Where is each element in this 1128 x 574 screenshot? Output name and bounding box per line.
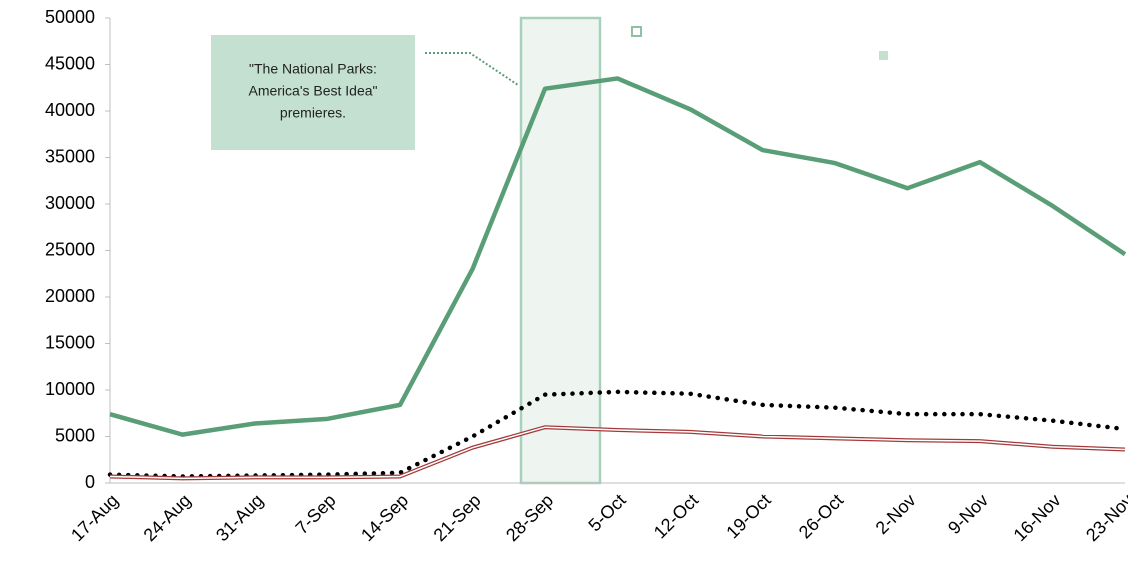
- x-tick-label: 14-Sep: [357, 490, 412, 545]
- y-tick-label: 5000: [55, 425, 95, 445]
- x-tick-label: 31-Aug: [212, 490, 267, 545]
- y-tick-label: 30000: [45, 193, 95, 213]
- y-tick-label: 20000: [45, 286, 95, 306]
- y-tick-label: 10000: [45, 379, 95, 399]
- x-tick-label: 28-Sep: [502, 490, 557, 545]
- marker-square: [631, 26, 642, 37]
- x-tick-label: 24-Aug: [139, 490, 194, 545]
- y-tick-label: 0: [85, 472, 95, 492]
- y-tick-label: 50000: [45, 7, 95, 27]
- x-tick-label: 26-Oct: [795, 490, 847, 542]
- x-tick-label: 12-Oct: [650, 490, 702, 542]
- x-tick-label: 9-Nov: [944, 490, 992, 538]
- x-tick-label: 17-Aug: [67, 490, 122, 545]
- y-tick-label: 35000: [45, 146, 95, 166]
- annotation-box: [211, 35, 415, 150]
- x-tick-label: 5-Oct: [584, 490, 629, 535]
- annotation-text: premieres.: [280, 105, 346, 121]
- x-tick-label: 23-Nov: [1082, 490, 1128, 545]
- series-line: [109, 76, 1127, 437]
- x-tick-label: 21-Sep: [429, 490, 484, 545]
- y-tick-label: 15000: [45, 332, 95, 352]
- annotation-text: America's Best Idea": [248, 83, 377, 99]
- x-tick-label: 7-Sep: [292, 490, 340, 538]
- y-tick-label: 25000: [45, 239, 95, 259]
- x-tick-label: 2-Nov: [872, 490, 920, 538]
- highlight-band: [519, 16, 602, 485]
- marker-square: [879, 51, 888, 60]
- x-tick-label: 16-Nov: [1010, 490, 1065, 545]
- annotation-connector: [425, 52, 519, 86]
- y-tick-label: 45000: [45, 53, 95, 73]
- x-tick-label: 19-Oct: [722, 490, 774, 542]
- annotation-text: "The National Parks:: [249, 61, 377, 77]
- series-line-inner: [109, 426, 1126, 480]
- series-line: [107, 389, 1128, 479]
- series-line: [109, 425, 1126, 481]
- y-tick-label: 40000: [45, 100, 95, 120]
